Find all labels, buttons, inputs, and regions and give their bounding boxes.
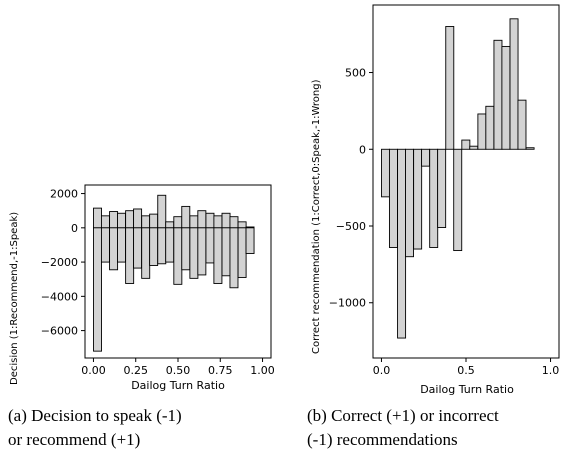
panel-a-bar-negative-11 [181, 227, 191, 271]
panel-b-x-tick-label: 1.0 [542, 364, 560, 377]
panel-b-x-tick-label: 0.0 [373, 364, 391, 377]
panel-a-bar-negative-14 [205, 227, 215, 264]
panel-a-caption-line1: (a) Decision to speak (-1) [8, 406, 182, 425]
panel-a-bar-negative-6 [141, 227, 151, 279]
panel-b-y-tick-label: −1000 [329, 297, 366, 310]
panel-a-bar-positive-12 [189, 215, 199, 229]
panel-a-bar-positive-3 [117, 212, 126, 229]
panel-a-bar-negative-2 [109, 227, 119, 271]
panel-a-bar-negative-0 [93, 227, 102, 352]
panel-a-y-tick-label: −4000 [41, 290, 78, 303]
panel-b: 0.0 0.5 1.0 500 0 −500 −1000 Dailog Turn Ratio… [311, 4, 560, 396]
panel-b-y-tick-label: −500 [336, 220, 366, 233]
panel-a-bar-positive-9 [165, 221, 175, 229]
panel-a-bar-positive-6 [141, 215, 151, 229]
panel-a-bar-negative-4 [125, 227, 135, 284]
panel-a-bar-positive-0 [93, 207, 102, 229]
panel-a-y-tick-label: −2000 [41, 256, 78, 269]
panel-b-bar-10 [461, 139, 471, 150]
panel-b-bar-13 [485, 105, 495, 150]
panel-b-bar-1 [388, 148, 398, 248]
panel-a-bar-negative-12 [189, 227, 199, 279]
panel-a-bar-negative-1 [100, 227, 110, 263]
panel-b-bar-5 [421, 148, 431, 167]
panel-b-bar-6 [429, 148, 439, 248]
panel-a-x-tick-label: 1.00 [250, 364, 275, 377]
panel-b-bar-15 [501, 45, 511, 150]
panel-a-bar-positive-1 [100, 215, 110, 229]
panel-b-bar-9 [453, 148, 463, 252]
panel-a-bar-negative-5 [133, 227, 143, 269]
panel-a-bar-negative-13 [197, 227, 207, 276]
panel-a-x-tick-label: 0.50 [166, 364, 191, 377]
panel-a-bar-negative-8 [157, 227, 167, 265]
panel-a-bar-negative-3 [117, 227, 126, 263]
panel-b-bar-3 [405, 148, 414, 258]
panel-b-y-tick-label: 500 [345, 67, 366, 80]
panel-a: 0.00 0.25 0.50 0.75 1.00 2000 0 −2000 −4000 −6000… [9, 184, 275, 392]
panel-a-axes-frame [84, 184, 272, 359]
panel-a-bar-negative-15 [213, 227, 223, 284]
panel-a-y-tick-label: 2000 [50, 188, 78, 201]
panel-a-x-tick-label: 0.25 [123, 364, 148, 377]
panel-b-ticks: 0.0 0.5 1.0 500 0 −500 −1000 [329, 67, 560, 377]
panel-b-y-tick-label: 0 [359, 143, 366, 156]
panel-a-bar-positive-5 [133, 208, 143, 229]
panel-b-bar-7 [437, 148, 447, 228]
panel-a-bar-positive-17 [229, 216, 239, 229]
panel-a-bar-negative-9 [165, 227, 175, 263]
panel-a-bar-positive-16 [221, 212, 231, 229]
panel-b-bar-4 [413, 148, 423, 250]
panel-a-caption-line2: or recommend (+1) [8, 430, 141, 449]
panel-b-y-axis-label: Correct recommendation (1:Correct,0:Spea… [311, 79, 322, 354]
panel-b-caption-line2: (-1) recommendations [307, 430, 458, 449]
panel-a-ticks: 0.00 0.25 0.50 0.75 1.00 2000 0 −2000 −4000 −6000 [41, 188, 275, 377]
panel-b-bar-16 [509, 18, 519, 150]
panel-a-bar-negative-16 [221, 227, 231, 277]
panel-a-bars [93, 194, 255, 352]
panel-a-bar-positive-10 [173, 216, 183, 229]
panel-a-bar-positive-14 [205, 212, 215, 229]
panel-a-bar-negative-10 [173, 227, 183, 285]
panel-a-bar-positive-2 [109, 211, 119, 229]
panel-a-y-tick-label: −6000 [41, 325, 78, 338]
panel-a-bar-negative-18 [237, 227, 247, 278]
panel-a-y-axis-label: Decision (1:Recommend,-1:Speak) [9, 212, 20, 385]
panel-a-bar-positive-18 [237, 221, 247, 229]
panel-b-bars [381, 18, 535, 339]
panel-b-x-tick-label: 0.5 [457, 364, 475, 377]
panel-b-bar-2 [397, 148, 407, 339]
panel-a-bar-negative-17 [229, 227, 239, 289]
panel-b-bar-0 [381, 148, 390, 198]
panel-b-bar-8 [445, 26, 455, 150]
panel-a-bar-positive-11 [181, 205, 191, 229]
panel-a-bar-positive-8 [157, 194, 167, 229]
panel-b-caption-line1: (b) Correct (+1) or incorrect [307, 406, 499, 425]
panel-a-x-axis-label: Dailog Turn Ratio [131, 379, 225, 392]
panel-b-bar-11 [469, 145, 479, 150]
panel-b-bar-17 [517, 99, 527, 150]
panel-a-bar-positive-7 [149, 213, 159, 229]
panel-b-bar-14 [493, 39, 503, 150]
panel-a-bar-positive-15 [213, 215, 223, 229]
panel-a-x-tick-label: 0.00 [81, 364, 106, 377]
panel-a-bar-positive-13 [197, 210, 207, 229]
panel-b-bar-18 [525, 147, 535, 150]
panel-a-bar-negative-19 [245, 227, 255, 254]
panel-b-x-axis-label: Dailog Turn Ratio [420, 383, 514, 396]
panel-b-axes-frame [372, 4, 560, 359]
panel-b-bar-12 [477, 113, 487, 150]
panel-a-x-tick-label: 0.75 [208, 364, 233, 377]
panel-a-y-tick-label: 0 [71, 222, 78, 235]
panel-a-bar-negative-7 [149, 227, 159, 266]
panel-a-bar-positive-4 [125, 210, 135, 229]
